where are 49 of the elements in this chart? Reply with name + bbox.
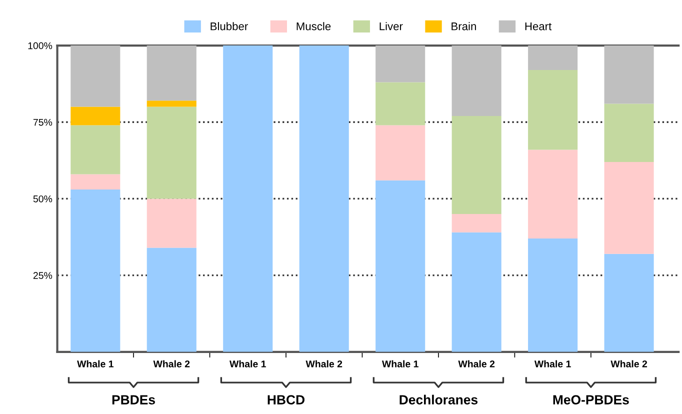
text: Dechloranes	[400, 394, 478, 404]
bar	[146, 106, 196, 199]
bar	[146, 248, 196, 352]
bar	[452, 232, 502, 352]
bar	[528, 46, 578, 70]
bar	[604, 46, 654, 104]
bar	[376, 46, 426, 82]
bar	[528, 150, 578, 239]
bar	[146, 198, 196, 248]
x-tick-label: Whale 2	[153, 360, 190, 368]
legend-label: Muscle	[296, 22, 331, 30]
bar	[299, 46, 349, 352]
x-tick-label: Whale 1	[230, 360, 266, 368]
bar	[70, 125, 120, 174]
bar	[70, 190, 120, 352]
bar	[452, 214, 502, 232]
bar	[604, 254, 654, 352]
x-tick-label: Whale 1	[382, 360, 418, 368]
legend-label: Heart	[525, 22, 552, 30]
text: PBDEs	[112, 395, 155, 404]
bar	[604, 104, 654, 162]
bar	[70, 46, 120, 107]
bar	[70, 106, 120, 126]
legend-label: Brain	[452, 22, 476, 30]
bar	[146, 46, 196, 101]
legend-label: Blubber	[210, 22, 248, 30]
bar	[223, 46, 273, 352]
text: HBCD	[268, 395, 304, 404]
y-tick-label: 100%	[28, 42, 52, 50]
y-tick-label: 75%	[33, 118, 52, 126]
bar	[528, 238, 578, 352]
y-tick-label: 50%	[33, 195, 52, 202]
text: MeO-PBDEs	[553, 395, 629, 404]
x-tick-label: Whale 2	[306, 360, 342, 368]
bar	[146, 100, 196, 107]
bar	[452, 116, 502, 214]
bar	[376, 125, 426, 180]
bar	[376, 180, 426, 352]
legend-label: Liver	[380, 22, 403, 30]
bar	[376, 82, 426, 126]
bar	[528, 70, 578, 150]
y-tick-label: 25%	[33, 272, 52, 279]
x-tick-label: Whale 1	[77, 360, 114, 368]
x-tick-label: Whale 1	[534, 360, 571, 368]
x-tick-label: Whale 2	[610, 360, 648, 368]
bar	[70, 174, 120, 190]
bar	[452, 46, 502, 116]
bar	[604, 162, 654, 254]
x-tick-label: Whale 2	[458, 360, 495, 368]
